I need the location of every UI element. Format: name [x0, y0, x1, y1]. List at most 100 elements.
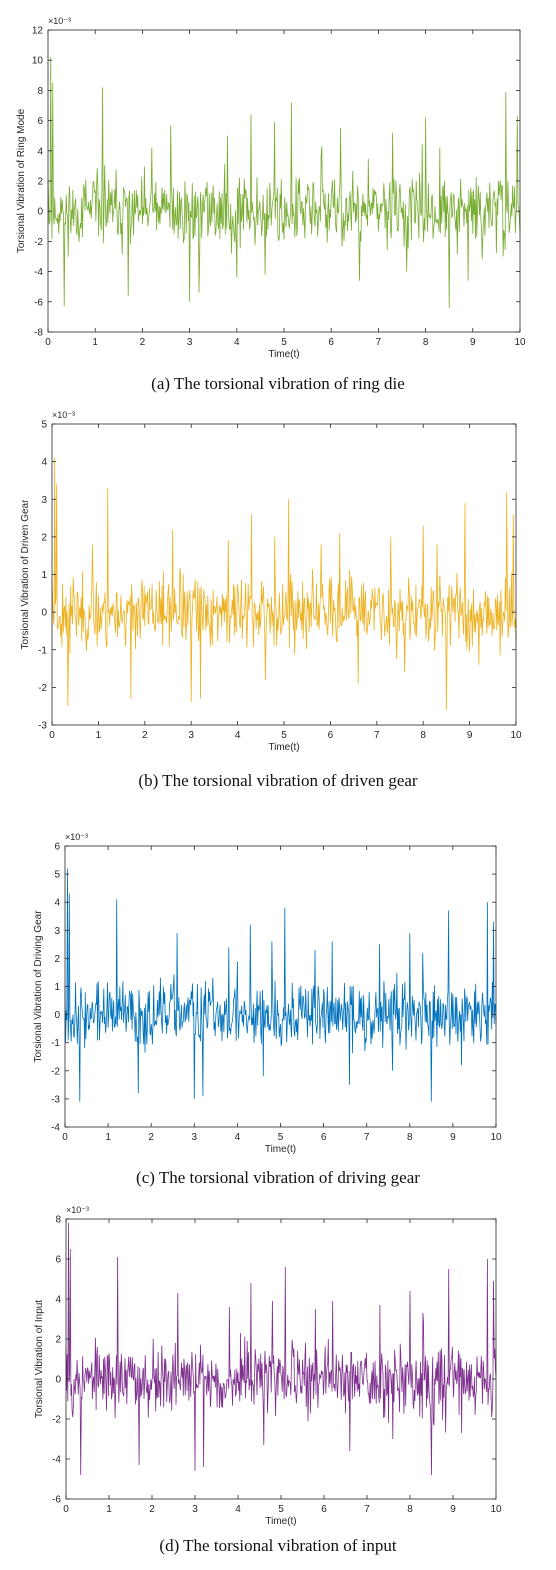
y-tick-label: 1 [54, 982, 60, 993]
y-tick-label: 4 [41, 457, 47, 468]
y-tick-label: -8 [34, 328, 43, 339]
x-tick-label: 3 [192, 1504, 198, 1515]
y-tick-label: 2 [55, 1335, 61, 1346]
x-tick-label: 10 [510, 730, 522, 741]
y-axis-label: Torsional Vibration of Driven Gear [20, 499, 31, 650]
x-tick-label: 0 [45, 337, 51, 348]
x-tick-label: 7 [374, 730, 380, 741]
y-exponent-label: ×10⁻³ [52, 410, 75, 420]
y-tick-label: -3 [51, 1094, 60, 1105]
y-tick-label: -6 [34, 297, 43, 308]
x-tick-label: 6 [321, 1504, 327, 1515]
y-tick-label: 4 [37, 146, 43, 157]
y-tick-label: 0 [54, 1010, 60, 1021]
x-tick-label: 1 [105, 1132, 111, 1143]
x-tick-label: 7 [376, 337, 382, 348]
x-tick-label: 9 [467, 730, 473, 741]
y-tick-label: 3 [54, 926, 60, 937]
x-tick-label: 1 [96, 730, 102, 741]
y-tick-label: 10 [32, 56, 44, 67]
series-line [65, 1222, 497, 1476]
x-tick-label: 1 [92, 337, 98, 348]
y-tick-label: 8 [55, 1215, 61, 1226]
x-tick-label: 2 [142, 730, 148, 741]
x-tick-label: 4 [235, 1504, 241, 1515]
x-tick-label: 2 [149, 1504, 155, 1515]
y-exponent-label: ×10⁻³ [66, 1205, 89, 1215]
x-tick-label: 0 [63, 1504, 69, 1515]
x-tick-label: 1 [106, 1504, 112, 1515]
x-tick-label: 7 [364, 1504, 370, 1515]
series-line [51, 457, 517, 711]
y-tick-label: -1 [38, 645, 47, 656]
x-tick-label: 0 [62, 1132, 68, 1143]
y-tick-label: 1 [41, 570, 47, 581]
y-tick-label: -1 [51, 1038, 60, 1049]
y-tick-label: -4 [52, 1455, 61, 1466]
y-tick-label: 6 [55, 1255, 61, 1266]
y-tick-label: -2 [38, 683, 47, 694]
y-exponent-label: ×10⁻³ [65, 832, 88, 842]
y-tick-label: 4 [54, 898, 60, 909]
chart-panel-b: 0 1 2 3 4 5 6 7 8 9 10 -3 -2 -1 0 1 2 3 4 5 ×10⁻³ Time(t) Tors… [20, 410, 522, 790]
x-tick-label: 9 [450, 1504, 456, 1515]
y-tick-label: -2 [52, 1415, 61, 1426]
y-tick-label: 5 [41, 420, 47, 431]
y-tick-label: 2 [37, 177, 43, 188]
x-axis-label: Time(t) [265, 1144, 296, 1155]
panel-caption: (a) The torsional vibration of ring die [151, 374, 405, 393]
x-tick-label: 6 [328, 337, 334, 348]
x-tick-label: 2 [140, 337, 146, 348]
chart-panel-d: 0 1 2 3 4 5 6 7 8 9 10 -6 -4 -2 0 2 4 6 8 ×10⁻³ Time(t) Torsi… [34, 1205, 502, 1555]
chart-panel-a: 0 1 2 3 4 5 6 7 8 9 10-8-6-4-2024681012×10⁻³Time(t… [16, 16, 526, 393]
y-tick-label: -3 [38, 721, 47, 732]
y-tick-label: 2 [54, 954, 60, 965]
x-tick-label: 8 [420, 730, 426, 741]
x-tick-label: 10 [490, 1504, 502, 1515]
y-tick-label: 0 [37, 207, 43, 218]
x-tick-label: 10 [514, 337, 526, 348]
y-tick-label: -2 [34, 237, 43, 248]
x-tick-label: 4 [235, 1132, 241, 1143]
y-tick-label: -4 [51, 1123, 60, 1134]
series-line [47, 57, 521, 308]
x-tick-label: 7 [364, 1132, 370, 1143]
y-tick-label: 3 [41, 495, 47, 506]
y-tick-label: 8 [37, 86, 43, 97]
x-axis-label: Time(t) [268, 349, 299, 360]
x-tick-label: 0 [49, 730, 55, 741]
x-tick-label: 6 [321, 1132, 327, 1143]
x-tick-label: 8 [407, 1504, 413, 1515]
y-tick-label: 5 [54, 870, 60, 881]
x-tick-label: 9 [450, 1132, 456, 1143]
y-tick-label: -4 [34, 267, 43, 278]
x-tick-label: 4 [235, 730, 241, 741]
x-tick-label: 9 [470, 337, 476, 348]
panel-caption: (d) The torsional vibration of input [159, 1536, 396, 1555]
y-tick-label: -6 [52, 1495, 61, 1506]
x-tick-label: 3 [192, 1132, 198, 1143]
x-tick-label: 6 [328, 730, 334, 741]
x-tick-label: 3 [188, 730, 194, 741]
y-exponent-label: ×10⁻³ [48, 16, 71, 26]
x-tick-label: 10 [490, 1132, 502, 1143]
y-tick-label: 12 [32, 26, 44, 37]
x-tick-label: 5 [278, 1504, 284, 1515]
panel-caption: (c) The torsional vibration of driving g… [136, 1168, 420, 1187]
y-axis-label: Torsional Vibration of Input [34, 1300, 45, 1418]
y-tick-label: 0 [55, 1375, 61, 1386]
x-tick-label: 8 [407, 1132, 413, 1143]
x-tick-label: 5 [281, 730, 287, 741]
x-axis-label: Time(t) [268, 742, 299, 753]
x-tick-label: 5 [281, 337, 287, 348]
x-axis-label: Time(t) [265, 1516, 296, 1527]
y-axis-label: Torsional Vibration of Ring Mode [16, 108, 27, 253]
x-tick-label: 5 [278, 1132, 284, 1143]
series-line [64, 868, 497, 1102]
y-axis-label: Torsional Vibration of Driving Gear [33, 910, 44, 1063]
chart-panel-c: 0 1 2 3 4 5 6 7 8 9 10 -4 -3 -2 -1 0 1 2 3 4 5 6 ×10⁻³ Time(t) T… [33, 832, 502, 1187]
x-tick-label: 3 [187, 337, 193, 348]
x-tick-label: 2 [148, 1132, 154, 1143]
y-tick-label: 4 [55, 1295, 61, 1306]
